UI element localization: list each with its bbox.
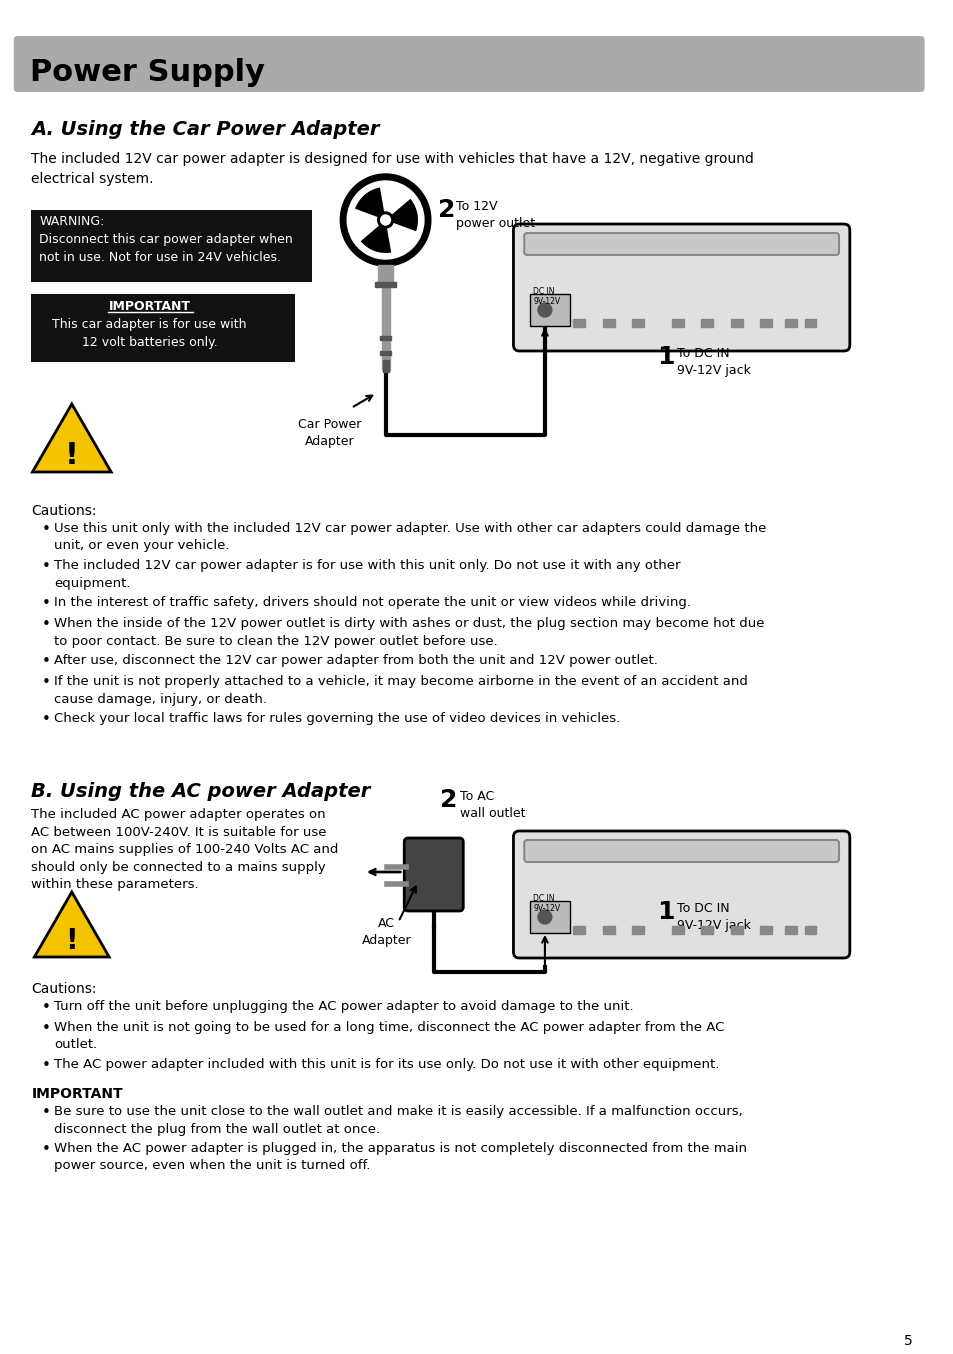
Bar xyxy=(700,926,712,934)
Text: After use, disconnect the 12V car power adapter from both the unit and 12V power: After use, disconnect the 12V car power … xyxy=(54,654,658,668)
Text: DC IN
9V-12V: DC IN 9V-12V xyxy=(533,894,559,914)
Text: Check your local traffic laws for rules governing the use of video devices in ve: Check your local traffic laws for rules … xyxy=(54,712,619,724)
Text: To 12V
power outlet: To 12V power outlet xyxy=(456,200,535,230)
Bar xyxy=(784,926,796,934)
Bar xyxy=(602,926,614,934)
Bar xyxy=(784,320,796,328)
Circle shape xyxy=(347,181,423,259)
Text: •: • xyxy=(41,523,51,538)
Bar xyxy=(803,320,816,328)
FancyBboxPatch shape xyxy=(530,294,569,326)
FancyBboxPatch shape xyxy=(524,839,838,862)
Text: The included 12V car power adapter is designed for use with vehicles that have a: The included 12V car power adapter is de… xyxy=(31,152,754,185)
Bar xyxy=(573,320,584,328)
Text: Be sure to use the unit close to the wall outlet and make it is easily accessibl: Be sure to use the unit close to the wal… xyxy=(54,1105,742,1136)
FancyBboxPatch shape xyxy=(31,210,312,282)
Bar xyxy=(760,926,771,934)
Text: !: ! xyxy=(65,441,79,470)
Text: IMPORTANT: IMPORTANT xyxy=(109,301,191,313)
Bar xyxy=(602,320,614,328)
Text: 2: 2 xyxy=(439,788,456,812)
FancyBboxPatch shape xyxy=(513,223,849,351)
Bar xyxy=(573,926,584,934)
Polygon shape xyxy=(32,403,112,473)
Text: To AC
wall outlet: To AC wall outlet xyxy=(460,789,525,821)
Text: Car Power
Adapter: Car Power Adapter xyxy=(297,418,361,448)
Text: Cautions:: Cautions: xyxy=(31,504,97,519)
Wedge shape xyxy=(385,199,417,232)
FancyBboxPatch shape xyxy=(13,37,923,92)
Text: 1: 1 xyxy=(657,900,674,923)
FancyBboxPatch shape xyxy=(513,831,849,959)
Bar xyxy=(671,926,683,934)
Text: To DC IN
9V-12V jack: To DC IN 9V-12V jack xyxy=(676,902,750,932)
Bar xyxy=(803,926,816,934)
Text: •: • xyxy=(41,596,51,611)
Text: Use this unit only with the included 12V car power adapter. Use with other car a: Use this unit only with the included 12V… xyxy=(54,523,765,552)
Text: •: • xyxy=(41,617,51,632)
Text: In the interest of traffic safety, drivers should not operate the unit or view v: In the interest of traffic safety, drive… xyxy=(54,596,690,609)
Text: •: • xyxy=(41,1001,51,1016)
Circle shape xyxy=(380,215,390,225)
Polygon shape xyxy=(34,892,109,957)
Bar xyxy=(730,926,741,934)
Text: •: • xyxy=(41,712,51,727)
Text: When the AC power adapter is plugged in, the apparatus is not completely disconn: When the AC power adapter is plugged in,… xyxy=(54,1141,746,1173)
Text: AC
Adapter: AC Adapter xyxy=(361,917,411,946)
Text: •: • xyxy=(41,654,51,669)
Circle shape xyxy=(377,213,393,227)
Circle shape xyxy=(537,910,551,923)
Bar xyxy=(379,336,391,340)
Bar xyxy=(760,320,771,328)
Bar xyxy=(700,320,712,328)
Bar xyxy=(382,360,388,372)
FancyBboxPatch shape xyxy=(404,838,463,911)
Text: 5: 5 xyxy=(903,1334,912,1349)
Text: !: ! xyxy=(66,927,78,955)
Bar xyxy=(381,282,389,370)
Wedge shape xyxy=(355,187,385,219)
Text: The included 12V car power adapter is for use with this unit only. Do not use it: The included 12V car power adapter is fo… xyxy=(54,559,679,589)
Text: •: • xyxy=(41,676,51,691)
Text: A. Using the Car Power Adapter: A. Using the Car Power Adapter xyxy=(31,121,379,139)
Text: •: • xyxy=(41,1105,51,1120)
FancyBboxPatch shape xyxy=(31,294,294,362)
Text: •: • xyxy=(41,1057,51,1072)
FancyBboxPatch shape xyxy=(530,900,569,933)
Text: Cautions:: Cautions: xyxy=(31,982,97,997)
Text: When the unit is not going to be used for a long time, disconnect the AC power a: When the unit is not going to be used fo… xyxy=(54,1021,723,1052)
Text: The AC power adapter included with this unit is for its use only. Do not use it : The AC power adapter included with this … xyxy=(54,1057,719,1071)
Text: Power Supply: Power Supply xyxy=(30,58,264,87)
Text: •: • xyxy=(41,559,51,574)
Bar xyxy=(730,320,741,328)
Bar xyxy=(632,926,643,934)
Text: Turn off the unit before unplugging the AC power adapter to avoid damage to the : Turn off the unit before unplugging the … xyxy=(54,1001,633,1013)
Text: This car adapter is for use with
12 volt batteries only.: This car adapter is for use with 12 volt… xyxy=(52,318,247,349)
Text: IMPORTANT: IMPORTANT xyxy=(31,1087,123,1101)
Circle shape xyxy=(340,175,431,265)
Text: B. Using the AC power Adapter: B. Using the AC power Adapter xyxy=(31,783,371,802)
Text: If the unit is not properly attached to a vehicle, it may become airborne in the: If the unit is not properly attached to … xyxy=(54,676,747,705)
Text: WARNING:
Disconnect this car power adapter when
not in use. Not for use in 24V v: WARNING: Disconnect this car power adapt… xyxy=(39,215,293,264)
Wedge shape xyxy=(360,219,391,253)
Text: The included AC power adapter operates on
AC between 100V-240V. It is suitable f: The included AC power adapter operates o… xyxy=(31,808,338,891)
Bar xyxy=(377,265,393,283)
Text: DC IN
9V-12V: DC IN 9V-12V xyxy=(533,287,559,306)
FancyBboxPatch shape xyxy=(524,233,838,255)
Bar xyxy=(375,282,396,287)
Text: When the inside of the 12V power outlet is dirty with ashes or dust, the plug se: When the inside of the 12V power outlet … xyxy=(54,617,763,647)
Circle shape xyxy=(537,303,551,317)
Bar xyxy=(671,320,683,328)
Text: 1: 1 xyxy=(657,345,674,370)
Bar xyxy=(632,320,643,328)
Text: 2: 2 xyxy=(437,198,455,222)
Text: To DC IN
9V-12V jack: To DC IN 9V-12V jack xyxy=(676,347,750,376)
Bar xyxy=(379,351,391,355)
Text: •: • xyxy=(41,1021,51,1036)
Text: •: • xyxy=(41,1141,51,1158)
